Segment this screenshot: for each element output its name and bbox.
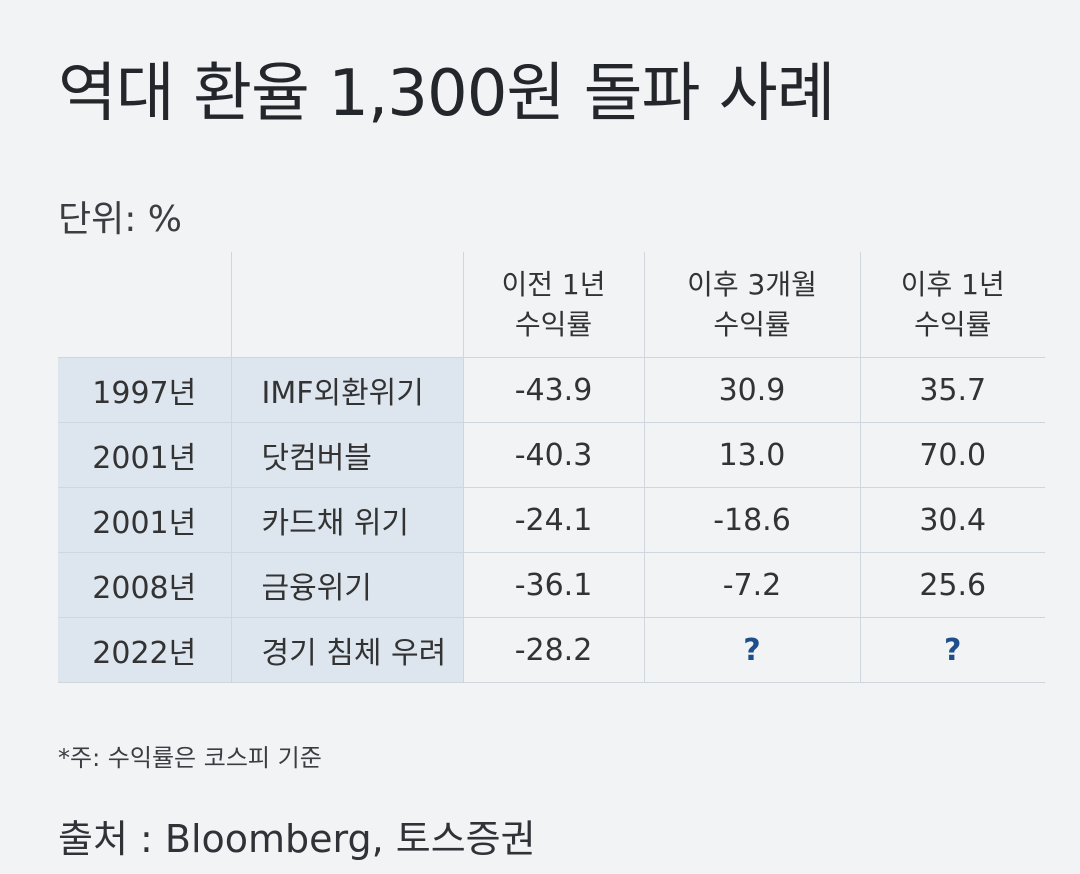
row-after-3m: ? [643, 617, 860, 683]
row-event: 금융위기 [230, 552, 463, 618]
returns-table: 이전 1년 수익률 이후 3개월 수익률 이후 1년 수익률 1997년 IMF… [58, 252, 1045, 683]
row-year: 2001년 [58, 487, 231, 553]
row-before-1y: -24.1 [462, 487, 644, 553]
row-after-3m: 13.0 [643, 422, 860, 488]
table-row: 2022년 경기 침체 우려 -28.2 ? ? [58, 617, 1045, 683]
table-row: 2001년 닷컴버블 -40.3 13.0 70.0 [58, 422, 1045, 488]
row-after-3m: 30.9 [643, 357, 860, 423]
page-title: 역대 환율 1,300원 돌파 사례 [58, 57, 836, 131]
row-after-1y: 30.4 [859, 487, 1045, 553]
row-after-1y: 70.0 [859, 422, 1045, 488]
row-event: 카드채 위기 [230, 487, 463, 553]
row-year: 2022년 [58, 617, 231, 683]
row-before-1y: -36.1 [462, 552, 644, 618]
footnote: *주: 수익률은 코스피 기준 [58, 744, 322, 772]
row-after-3m: -7.2 [643, 552, 860, 618]
row-event: IMF외환위기 [230, 357, 463, 423]
unit-label: 단위: % [58, 199, 183, 240]
source-credit: 출처 : Bloomberg, 토스증권 [58, 817, 536, 861]
table-header-row: 이전 1년 수익률 이후 3개월 수익률 이후 1년 수익률 [58, 252, 1045, 358]
header-after-1y-line2: 수익률 [914, 307, 992, 341]
header-after-3m-line1: 이후 3개월 [687, 267, 817, 301]
row-before-1y: -28.2 [462, 617, 644, 683]
header-before-1y-line1: 이전 1년 [501, 267, 606, 301]
row-before-1y: -40.3 [462, 422, 644, 488]
row-event: 닷컴버블 [230, 422, 463, 488]
row-after-1y: 25.6 [859, 552, 1045, 618]
row-after-1y: 35.7 [859, 357, 1045, 423]
header-blank-year [58, 252, 231, 358]
header-after-3m-line2: 수익률 [713, 307, 791, 341]
table-row: 1997년 IMF외환위기 -43.9 30.9 35.7 [58, 357, 1045, 423]
header-after-1y: 이후 1년 수익률 [859, 252, 1045, 358]
header-blank-event [230, 252, 463, 358]
table-row: 2001년 카드채 위기 -24.1 -18.6 30.4 [58, 487, 1045, 553]
header-before-1y: 이전 1년 수익률 [462, 252, 644, 358]
table-row: 2008년 금융위기 -36.1 -7.2 25.6 [58, 552, 1045, 618]
row-year: 2001년 [58, 422, 231, 488]
row-after-1y: ? [859, 617, 1045, 683]
row-before-1y: -43.9 [462, 357, 644, 423]
row-event: 경기 침체 우려 [230, 617, 463, 683]
row-after-3m: -18.6 [643, 487, 860, 553]
row-year: 1997년 [58, 357, 231, 423]
row-year: 2008년 [58, 552, 231, 618]
header-after-3m: 이후 3개월 수익률 [643, 252, 860, 358]
header-before-1y-line2: 수익률 [514, 307, 593, 341]
header-after-1y-line1: 이후 1년 [900, 267, 1005, 301]
